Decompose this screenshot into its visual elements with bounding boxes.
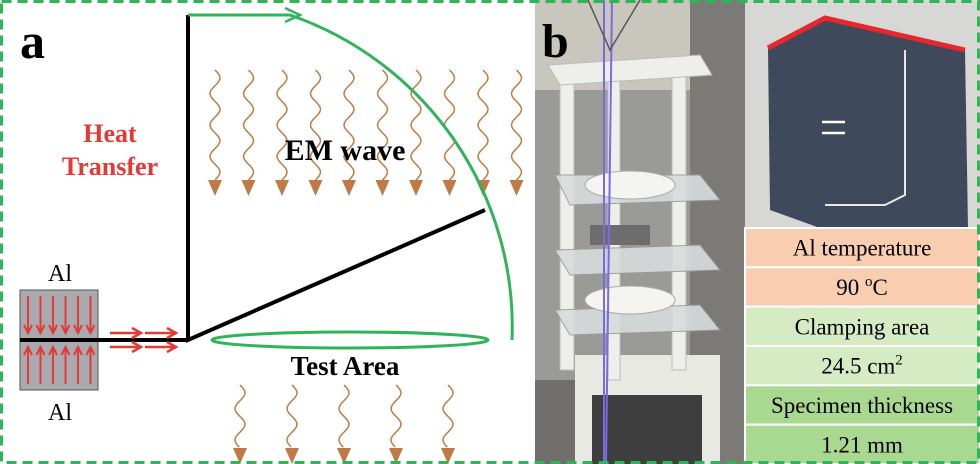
heat-transfer-label: Transfer bbox=[62, 152, 158, 181]
heat-arrow bbox=[85, 296, 96, 336]
wave-head bbox=[285, 448, 299, 464]
heat-arrow bbox=[73, 296, 83, 336]
table-cell bbox=[744, 266, 980, 308]
table-cell bbox=[744, 305, 980, 347]
hemisphere-arc bbox=[188, 13, 514, 341]
heat-arrow bbox=[85, 344, 96, 384]
text-part: Al temperature bbox=[793, 236, 932, 261]
heat-arrow bbox=[48, 296, 58, 336]
wave bbox=[276, 69, 288, 181]
table-text: Clamping area bbox=[795, 314, 930, 339]
wave bbox=[510, 69, 523, 181]
table-text: 1.21 mm bbox=[821, 432, 903, 457]
panel-label: b bbox=[542, 15, 569, 68]
heat-arrow bbox=[73, 344, 83, 384]
panel-label: a bbox=[20, 13, 45, 69]
heat-arrow bbox=[60, 344, 71, 384]
heat-arrow bbox=[48, 344, 58, 384]
heat-transfer-label: Heat bbox=[83, 119, 137, 148]
wave-head bbox=[509, 180, 524, 196]
table-cell bbox=[744, 227, 980, 269]
heat-arrow bbox=[60, 296, 71, 336]
wave bbox=[338, 384, 350, 448]
wave-head bbox=[442, 180, 457, 196]
superscript: 2 bbox=[895, 353, 903, 369]
heat-arrow bbox=[35, 344, 46, 384]
wave-head bbox=[308, 180, 323, 196]
wave-head bbox=[389, 448, 403, 464]
arc-arrow bbox=[284, 6, 303, 24]
table-text: Specimen thickness bbox=[771, 393, 953, 418]
photo-specimen bbox=[745, 0, 980, 228]
wave bbox=[242, 69, 255, 181]
text-part: 24.5 cm bbox=[821, 354, 895, 379]
table-text: Al temperature bbox=[793, 236, 932, 261]
table-text: 24.5 cm2 bbox=[821, 353, 903, 379]
heat-arrow bbox=[23, 344, 33, 384]
wave-head bbox=[375, 180, 390, 196]
al-label: Al bbox=[48, 261, 72, 287]
wave-head bbox=[208, 180, 222, 196]
text-part: Clamping area bbox=[795, 314, 930, 339]
wave-head bbox=[441, 448, 455, 464]
photo-setup bbox=[535, 0, 745, 464]
wave bbox=[286, 384, 298, 448]
wave-head bbox=[337, 448, 351, 464]
table-cell bbox=[744, 384, 980, 426]
table-cell bbox=[744, 345, 980, 387]
text-part: 90 bbox=[836, 275, 865, 300]
wave bbox=[410, 69, 422, 181]
properties-table: Al temperature 90 oC Clamping area 24.5 cm2… bbox=[744, 227, 980, 464]
wave bbox=[343, 69, 355, 181]
test-area-label: Test Area bbox=[291, 351, 400, 381]
wave bbox=[309, 69, 322, 181]
wave bbox=[209, 69, 221, 181]
em-wave-label: EM wave bbox=[285, 134, 406, 167]
wave bbox=[376, 69, 389, 181]
al-block bbox=[19, 289, 188, 391]
wave-head bbox=[241, 180, 256, 196]
wave bbox=[477, 69, 489, 181]
al-label: Al bbox=[48, 400, 72, 426]
text-part: 1.21 mm bbox=[821, 432, 903, 457]
wave bbox=[390, 384, 402, 448]
table-text: 90 oC bbox=[836, 274, 888, 300]
wave bbox=[442, 384, 454, 448]
wave-head bbox=[409, 180, 423, 196]
test-area-ellipse bbox=[210, 330, 490, 350]
wave-head bbox=[342, 180, 356, 196]
superscript: o bbox=[865, 274, 873, 290]
wave-head bbox=[275, 180, 289, 196]
text-part: Specimen thickness bbox=[771, 393, 953, 418]
heat-arrow bbox=[23, 296, 33, 336]
text-part: C bbox=[872, 275, 887, 300]
heat-arrow bbox=[35, 296, 46, 336]
wave-head bbox=[233, 448, 247, 464]
wave bbox=[234, 384, 246, 448]
